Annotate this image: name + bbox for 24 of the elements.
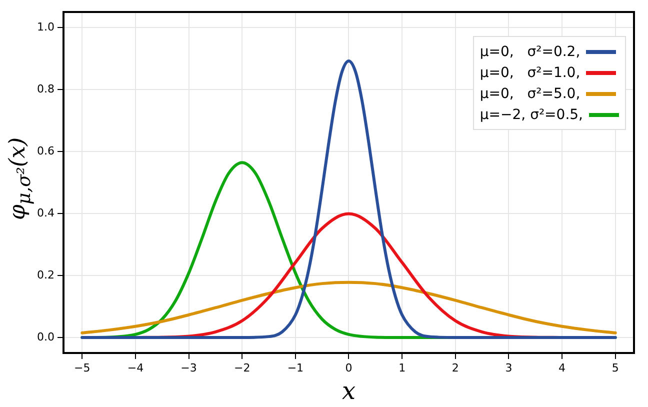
legend-label: μ=0, σ²=5.0,: [480, 86, 580, 102]
y-tick-label: 1.0: [36, 20, 54, 34]
legend-label: μ=−2, σ²=0.5,: [480, 106, 583, 122]
x-axis-title: x: [342, 376, 356, 405]
x-tick-label: 5: [612, 361, 619, 374]
x-tick-label: −1: [287, 361, 304, 374]
y-tick-label: 0.8: [36, 82, 54, 96]
y-tick-label: 0.0: [36, 330, 54, 344]
x-tick-label: 2: [452, 361, 459, 374]
x-tick-label: −5: [74, 361, 90, 374]
x-tick-label: 1: [398, 361, 406, 374]
x-tick-label: −3: [180, 361, 197, 374]
y-tick-label: 0.2: [36, 268, 54, 282]
x-tick-label: 0: [345, 361, 352, 374]
legend-label: μ=0, σ²=0.2,: [480, 44, 580, 60]
x-tick-label: −4: [127, 361, 144, 374]
legend-label: μ=0, σ²=1.0,: [480, 64, 580, 80]
x-tick-label: 4: [558, 361, 566, 374]
y-tick-label: 0.6: [36, 144, 54, 158]
x-tick-label: 3: [505, 361, 512, 374]
line-series: [80, 59, 617, 339]
y-tick-label: 0.4: [36, 206, 54, 220]
x-tick-label: −2: [234, 361, 250, 374]
line-series: [80, 280, 617, 334]
